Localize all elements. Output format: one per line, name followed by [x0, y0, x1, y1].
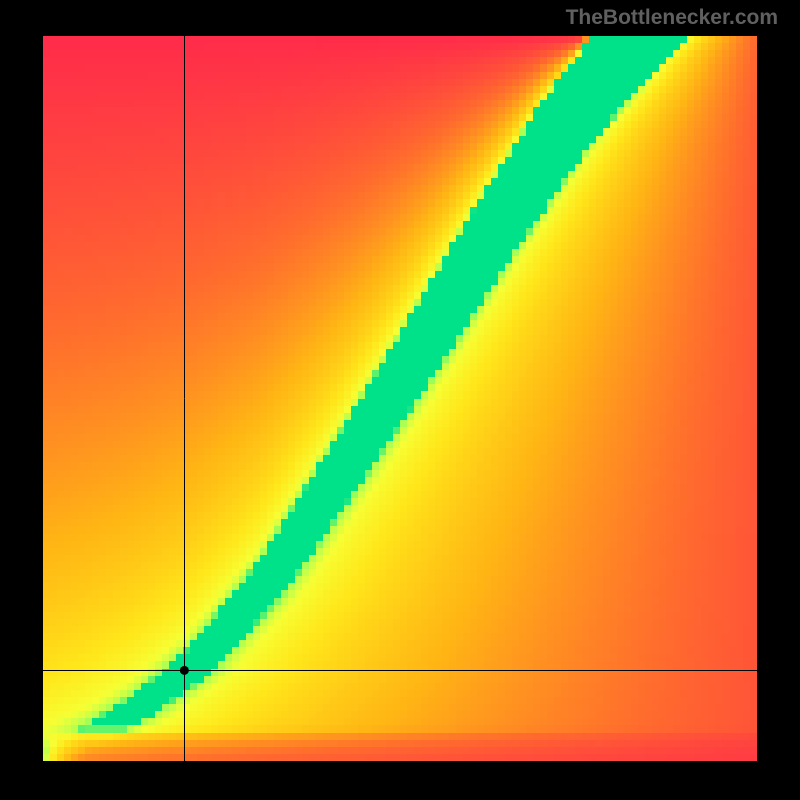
chart-container: { "attribution": { "text": "TheBottlenec… [0, 0, 800, 800]
attribution-text: TheBottlenecker.com [566, 6, 778, 30]
crosshair-overlay [43, 36, 757, 761]
